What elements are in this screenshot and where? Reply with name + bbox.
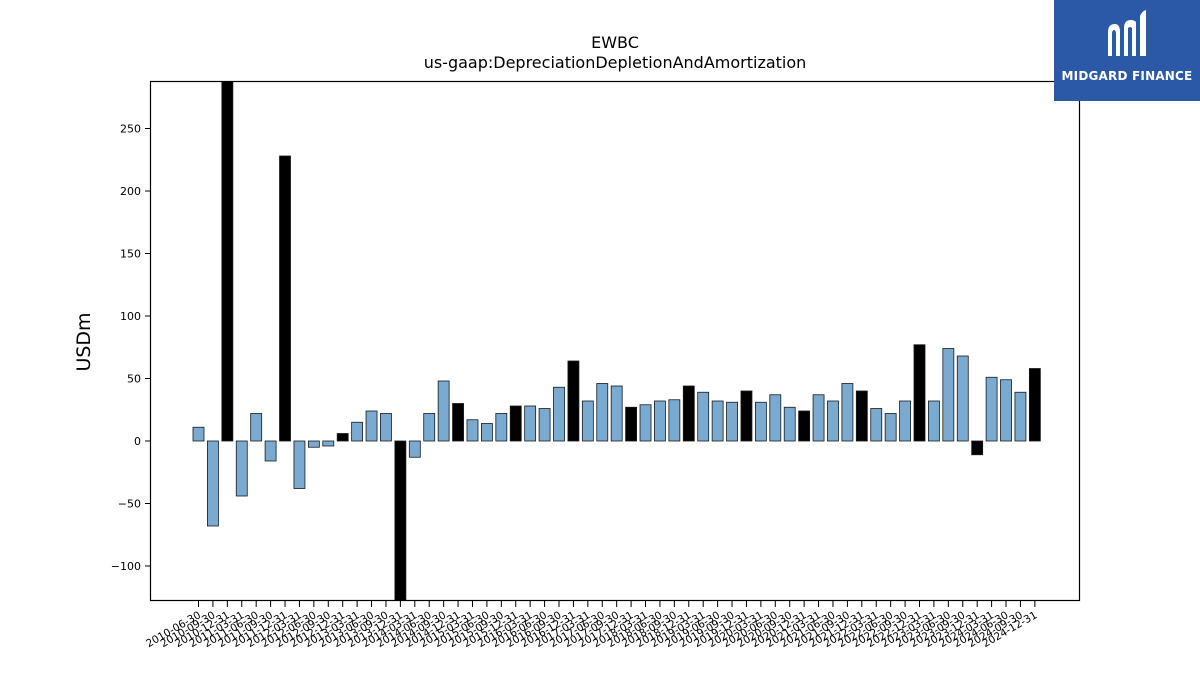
x-axis: 2010-06-302010-09-302010-12-312011-03-31… [144,601,1039,650]
bar-2012-09-30 [322,440,335,447]
bar-2019-12-31 [740,390,753,442]
bar-2010-06-30 [192,426,205,442]
bar-2012-06-30 [307,440,320,448]
bar-2023-03-31 [928,400,940,442]
bar-2013-09-30 [380,413,392,442]
y-tick-label: −50 [118,498,141,511]
brand-logo: MIDGARD FINANCE [1054,0,1200,101]
y-tick-label: 50 [127,373,141,386]
bar-2024-09-30 [1014,391,1027,442]
y-tick-label: 0 [134,435,141,448]
bar-2024-03-31 [985,376,998,442]
bar-2019-09-30 [726,401,738,442]
bar-2011-06-30 [250,413,263,442]
bar-2020-06-30 [769,394,782,442]
bar-2014-09-30 [437,380,450,442]
bar-2010-12-31 [221,81,234,442]
bar-2018-09-30 [668,399,681,442]
bar-2022-09-30 [899,400,911,442]
bar-2022-12-31 [913,344,926,442]
bar-2018-03-31 [639,404,652,442]
y-tick-label: −100 [111,560,141,573]
bar-2017-09-30 [610,385,623,442]
bar-2015-09-30 [495,413,508,442]
bar-2019-03-31 [697,391,710,442]
bar-2015-06-30 [480,423,493,442]
bar-2024-06-30 [1000,379,1012,442]
y-tick-label: 100 [120,310,141,323]
bar-2024-12-31 [1028,368,1041,442]
midgard-logo-icon [1108,10,1146,56]
bar-2015-12-31 [509,405,522,442]
bar-2022-06-30 [884,413,897,442]
bar-2023-06-30 [942,348,955,442]
bar-2016-03-31 [524,405,537,442]
y-axis-label: USDm [73,312,95,372]
bar-2019-06-30 [711,400,724,442]
bar-2021-06-30 [827,400,839,442]
brand-name: MIDGARD FINANCE [1061,69,1193,83]
bar-2011-12-31 [279,155,291,442]
chart-title: EWBC [591,33,639,52]
bar-2020-12-31 [798,410,811,442]
bar-2016-09-30 [553,386,565,442]
bar-2012-03-31 [293,440,306,489]
bar-2014-03-31 [408,440,421,458]
bar-2011-09-30 [264,440,277,462]
bar-2018-06-30 [654,400,666,442]
bar-2021-09-30 [841,383,854,442]
chart-subtitle: us-gaap:DepreciationDepletionAndAmortiza… [423,53,807,72]
bars-group [192,81,1041,601]
bar-2021-03-31 [812,394,825,442]
bar-2017-12-31 [625,406,637,442]
bar-2022-03-31 [870,408,883,442]
bar-2020-09-30 [783,406,796,442]
bar-2014-06-30 [423,413,436,442]
bar-2013-03-31 [351,421,364,442]
bar-2017-03-31 [581,400,594,442]
bar-2023-09-30 [956,355,969,442]
bar-2014-12-31 [452,403,464,442]
bar-2010-09-30 [207,440,219,527]
bar-2016-12-31 [567,360,580,442]
plot-frame [149,80,1081,602]
bar-2013-12-31 [394,440,407,601]
bar-2018-12-31 [682,385,695,442]
y-tick-label: 150 [120,248,141,261]
y-tick-label: 250 [120,123,141,136]
bar-2021-12-31 [855,390,868,442]
bar-2012-12-31 [336,433,349,442]
bar-2013-06-30 [365,410,378,442]
y-tick-label: 200 [120,185,141,198]
bar-2016-06-30 [538,408,551,442]
bar-2020-03-31 [754,401,767,442]
bar-2011-03-31 [235,440,248,497]
bar-2023-12-31 [971,440,984,456]
bar-2017-06-30 [596,383,609,442]
bar-2015-03-31 [466,419,479,442]
y-axis: −100 −50 0 50 100 150 200 250 [111,123,150,573]
